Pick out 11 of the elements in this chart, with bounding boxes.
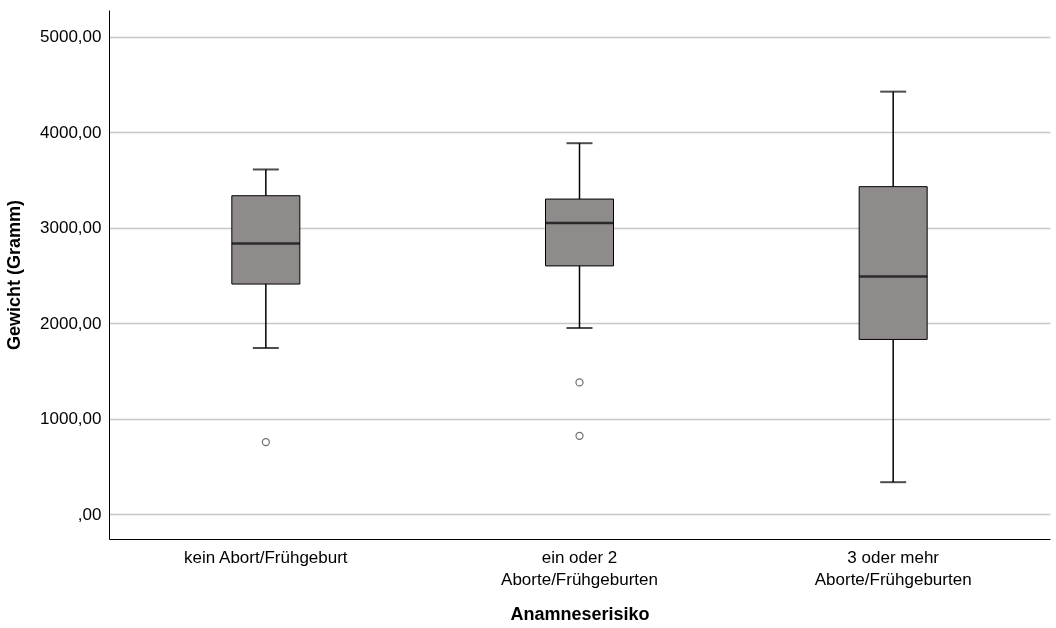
y-tick-label: 4000,00 bbox=[40, 122, 102, 142]
y-tick-label: 3000,00 bbox=[40, 218, 102, 238]
y-tick-label: 2000,00 bbox=[40, 313, 102, 333]
x-tick-label: 3 oder mehr Aborte/Frühgeburten bbox=[814, 547, 972, 589]
x-tick-label: kein Abort/Frühgeburt bbox=[184, 547, 348, 567]
y-tick-label: ,00 bbox=[77, 504, 102, 524]
y-tick-label: 5000,00 bbox=[40, 27, 102, 47]
y-tick-label: 1000,00 bbox=[40, 409, 102, 429]
y-axis-title: Gewicht (Gramm) bbox=[4, 199, 25, 351]
x-axis-title: Anamneserisiko bbox=[510, 603, 650, 624]
x-tick-label: ein oder 2 Aborte/Frühgeburten bbox=[501, 547, 658, 589]
